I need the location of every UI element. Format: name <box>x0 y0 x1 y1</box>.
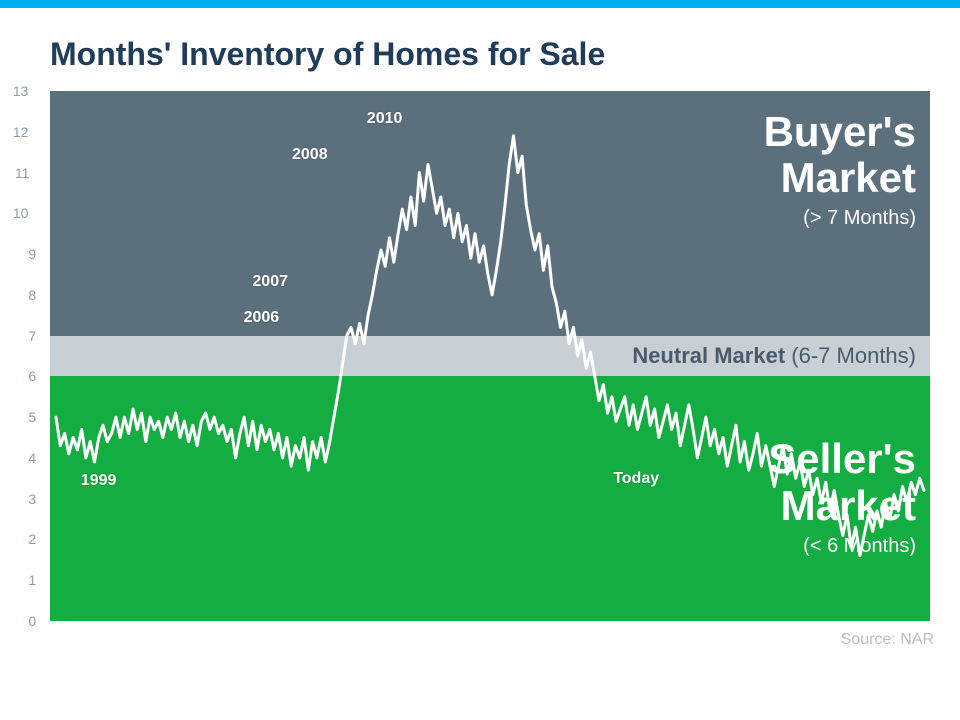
chart-annotation: 1999 <box>81 472 117 490</box>
y-tick-label: 6 <box>28 368 36 384</box>
chart-annotation: 2006 <box>244 309 280 327</box>
y-tick-label: 1 <box>28 572 36 588</box>
y-tick-label: 11 <box>15 165 30 181</box>
buyer-market-zone: Buyer'sMarket (> 7 Months) <box>50 91 930 336</box>
neutral-market-zone: Neutral Market (6-7 Months) <box>50 336 930 377</box>
chart-annotation: Today <box>613 470 659 488</box>
chart-annotation: 2007 <box>252 273 288 291</box>
y-tick-label: 12 <box>13 124 29 140</box>
y-tick-label: 3 <box>28 491 36 507</box>
plot-area: Buyer'sMarket (> 7 Months) Neutral Marke… <box>50 91 930 621</box>
y-tick-label: 5 <box>28 409 36 425</box>
seller-market-subtitle: (< 6 Months) <box>768 535 916 558</box>
seller-market-zone: Seller'sMarket (< 6 Months) <box>50 376 930 621</box>
top-accent-bar <box>0 0 960 8</box>
y-tick-label: 9 <box>28 246 36 262</box>
neutral-market-label: Neutral Market (6-7 Months) <box>632 343 916 369</box>
y-tick-label: 4 <box>28 450 36 466</box>
chart-annotation: 2010 <box>367 110 403 128</box>
y-tick-label: 2 <box>28 531 36 547</box>
source-attribution: Source: NAR <box>0 631 934 649</box>
buyer-market-subtitle: (> 7 Months) <box>764 207 916 230</box>
seller-market-title: Seller'sMarket <box>768 436 916 528</box>
buyer-market-label: Buyer'sMarket (> 7 Months) <box>764 109 916 230</box>
y-tick-label: 0 <box>28 613 36 629</box>
chart-title: Months' Inventory of Homes for Sale <box>50 36 960 73</box>
seller-market-label: Seller'sMarket (< 6 Months) <box>768 436 916 557</box>
neutral-market-title: Neutral Market <box>632 343 785 368</box>
chart-annotation: 2008 <box>292 146 328 164</box>
chart-container: 012345678910111213 Buyer'sMarket (> 7 Mo… <box>50 91 960 621</box>
buyer-market-title: Buyer'sMarket <box>764 109 916 201</box>
y-tick-label: 8 <box>28 287 36 303</box>
y-tick-label: 10 <box>13 205 29 221</box>
neutral-market-subtitle: (6-7 Months) <box>791 343 916 368</box>
y-tick-label: 13 <box>13 83 29 99</box>
y-tick-label: 7 <box>28 328 36 344</box>
